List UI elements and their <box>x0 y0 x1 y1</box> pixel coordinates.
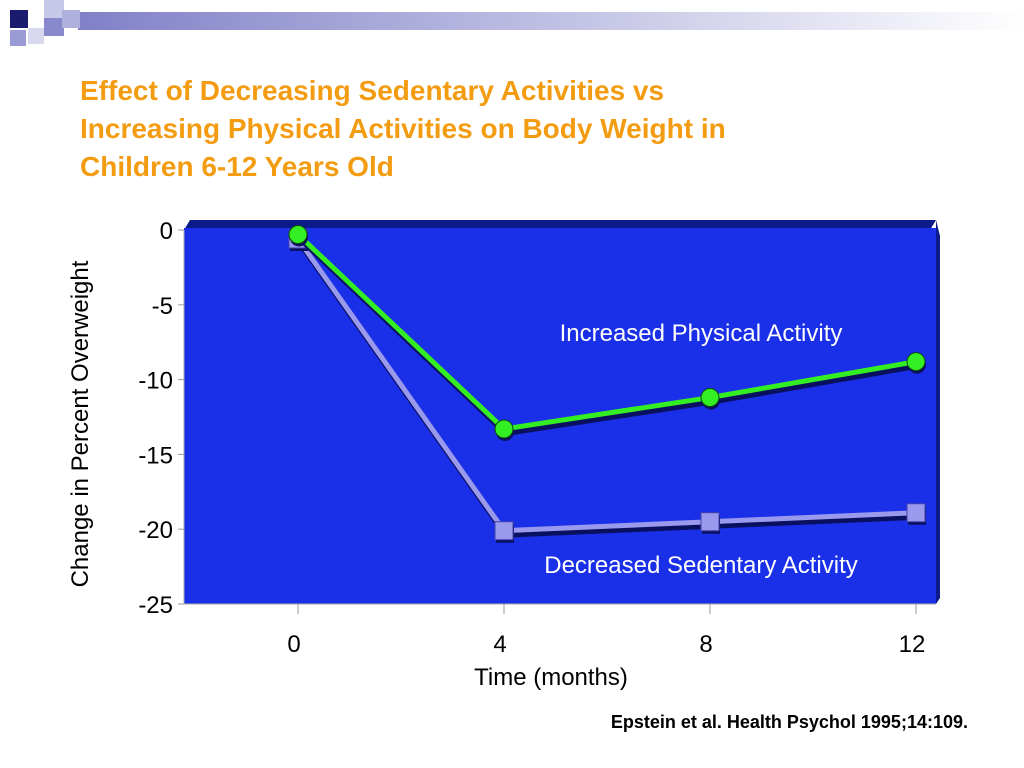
y-tick-label: -5 <box>152 293 173 320</box>
title-line: Increasing Physical Activities on Body W… <box>80 113 726 144</box>
x-tick-label: 12 <box>899 631 926 658</box>
data-point <box>494 521 514 541</box>
series-label-decreased: Decreased Sedentary Activity <box>544 552 858 579</box>
citation: Epstein et al. Health Psychol 1995;14:10… <box>610 712 968 732</box>
plot-back-wall <box>184 220 936 230</box>
data-point <box>288 224 308 244</box>
y-tick-label: -25 <box>138 592 173 619</box>
deco-square <box>10 10 28 28</box>
deco-square <box>28 28 44 44</box>
y-tick-label: -10 <box>138 368 173 395</box>
x-tick-label: 4 <box>493 631 506 658</box>
data-point <box>700 512 720 532</box>
plot-area <box>184 228 936 604</box>
slide-title: Effect of Decreasing Sedentary Activitie… <box>80 72 920 186</box>
y-tick-label: 0 <box>160 218 173 245</box>
corner-decoration <box>10 0 1024 46</box>
line-chart: 0 -5 -10 -15 -20 -25 0 4 8 12 Time (months) Change … <box>67 218 940 691</box>
data-point <box>494 419 514 439</box>
data-point <box>906 352 926 372</box>
data-point <box>906 503 926 523</box>
data-point <box>700 388 720 408</box>
plot-side-wall <box>936 220 940 604</box>
deco-square <box>62 10 80 28</box>
y-tick-label: -20 <box>138 517 173 544</box>
x-tick-label: 8 <box>699 631 712 658</box>
title-line: Effect of Decreasing Sedentary Activitie… <box>80 75 665 106</box>
deco-square <box>44 18 64 36</box>
series-label-increased: Increased Physical Activity <box>560 320 843 347</box>
series-line <box>295 237 917 534</box>
y-tick-label: -15 <box>138 442 173 469</box>
deco-square <box>44 0 64 18</box>
title-line: Children 6-12 Years Old <box>80 151 394 182</box>
x-tick-label: 0 <box>287 631 300 658</box>
series-line <box>296 232 917 432</box>
y-axis-title: Change in Percent Overweight <box>67 260 94 587</box>
x-axis-title: Time (months) <box>474 664 628 691</box>
header-bar <box>78 12 1024 30</box>
deco-square <box>10 30 26 46</box>
